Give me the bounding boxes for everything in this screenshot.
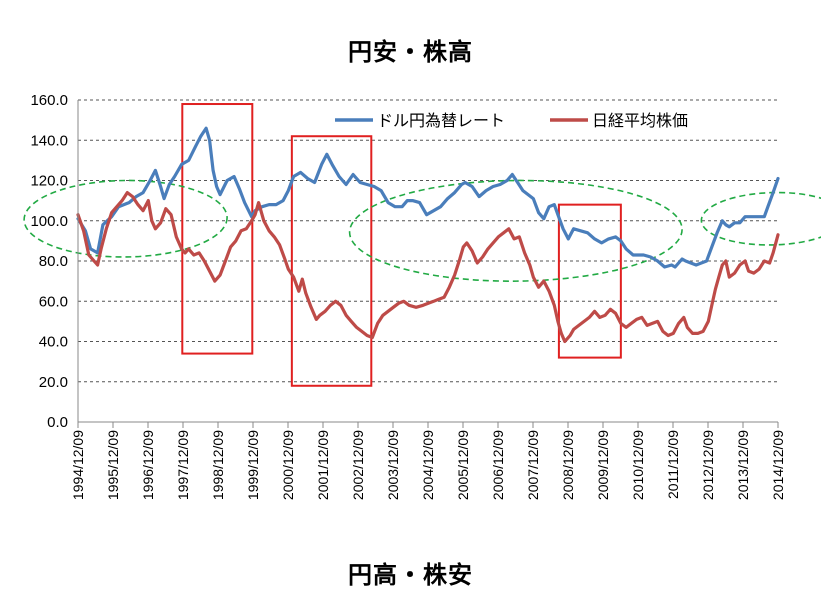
highlight-ellipse: [700, 191, 821, 246]
y-tick-label: 80.0: [39, 253, 68, 270]
y-tick-label: 40.0: [39, 334, 68, 351]
x-tick-label: 2003/12/09: [385, 430, 401, 500]
series-layer: [76, 126, 780, 344]
y-tick-label: 160.0: [30, 92, 68, 109]
highlight-box: [557, 203, 622, 359]
y-tick-label: 120.0: [30, 173, 68, 190]
x-tick-label: 2005/12/09: [455, 430, 471, 500]
annotation-layer: [23, 103, 821, 387]
y-tick-label: 20.0: [39, 374, 68, 391]
axis-layer: 0.0 20.0 40.0 60.0 80.0 100.0 120.0 140.0 160.0 1…: [30, 92, 786, 500]
x-tick-label: 2001/12/09: [315, 430, 331, 500]
x-tick-label: 2006/12/09: [490, 430, 506, 500]
series-line-usdjpy: [76, 126, 780, 269]
series-line-nikkei: [76, 191, 780, 344]
chart-title: 円安・株高: [348, 38, 473, 66]
x-tick-label: 1994/12/09: [70, 430, 86, 500]
x-tick-label: 2013/12/09: [735, 430, 751, 500]
legend-label: ドル円為替レート: [377, 112, 505, 130]
highlight-box: [290, 135, 373, 387]
x-tick-label: 2014/12/09: [770, 430, 786, 500]
x-tick-label: 1998/12/09: [210, 430, 226, 500]
y-tick-label: 140.0: [30, 132, 68, 149]
x-tick-label: 1995/12/09: [105, 430, 121, 500]
x-tick-label: 2000/12/09: [280, 430, 296, 500]
x-tick-label: 1996/12/09: [140, 430, 156, 500]
y-tick-label: 60.0: [39, 293, 68, 310]
highlight-ellipse: [348, 179, 683, 282]
chart-subtitle-bottom: 円高・株安: [348, 561, 473, 589]
legend: ドル円為替レート 日経平均株価: [335, 112, 688, 130]
x-tick-label: 1997/12/09: [175, 430, 191, 500]
x-tick-label: 1999/12/09: [245, 430, 261, 500]
x-tick-label: 2012/12/09: [700, 430, 716, 500]
y-tick-label: 100.0: [30, 213, 68, 230]
x-tick-label: 2010/12/09: [630, 430, 646, 500]
y-tick-label: 0.0: [47, 414, 68, 431]
x-tick-label: 2011/12/09: [665, 430, 681, 499]
x-tick-label: 2009/12/09: [595, 430, 611, 500]
highlight-box: [181, 103, 254, 355]
grid-layer: [78, 99, 778, 383]
highlight-ellipse: [23, 179, 228, 258]
x-tick-label: 2007/12/09: [525, 430, 541, 500]
x-tick-label: 2002/12/09: [350, 430, 366, 500]
legend-label: 日経平均株価: [592, 112, 688, 130]
x-tick-label: 2004/12/09: [420, 430, 436, 500]
x-tick-label: 2008/12/09: [560, 430, 576, 500]
